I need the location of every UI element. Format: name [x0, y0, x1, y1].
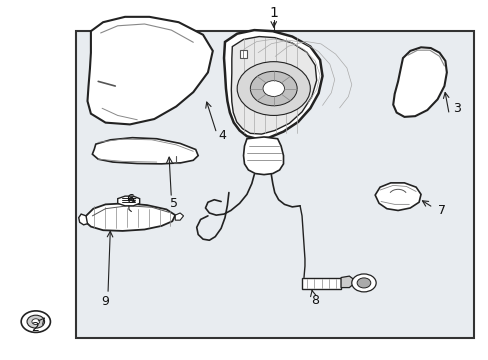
Circle shape	[27, 315, 44, 328]
Polygon shape	[79, 214, 87, 225]
Text: 2: 2	[31, 320, 39, 333]
Text: 1: 1	[269, 6, 278, 20]
Polygon shape	[374, 183, 420, 211]
Text: 3: 3	[452, 102, 460, 115]
Polygon shape	[340, 276, 352, 288]
Circle shape	[237, 62, 310, 116]
Polygon shape	[175, 213, 183, 220]
Polygon shape	[239, 50, 246, 58]
Text: 8: 8	[310, 294, 319, 307]
Text: 7: 7	[437, 204, 445, 217]
Polygon shape	[302, 278, 340, 289]
FancyBboxPatch shape	[76, 31, 473, 338]
Circle shape	[250, 71, 297, 106]
Polygon shape	[86, 203, 175, 231]
Polygon shape	[392, 47, 446, 117]
Circle shape	[263, 81, 284, 96]
Circle shape	[32, 319, 40, 324]
Text: 4: 4	[218, 129, 226, 142]
Polygon shape	[224, 30, 322, 139]
Circle shape	[351, 274, 375, 292]
Circle shape	[356, 278, 370, 288]
Polygon shape	[87, 17, 212, 125]
Polygon shape	[231, 37, 316, 134]
Text: 5: 5	[169, 197, 178, 210]
Text: 6: 6	[126, 193, 134, 206]
Text: 9: 9	[102, 296, 109, 309]
Polygon shape	[243, 137, 283, 175]
Circle shape	[21, 311, 50, 332]
Polygon shape	[118, 196, 140, 206]
Polygon shape	[92, 138, 198, 164]
